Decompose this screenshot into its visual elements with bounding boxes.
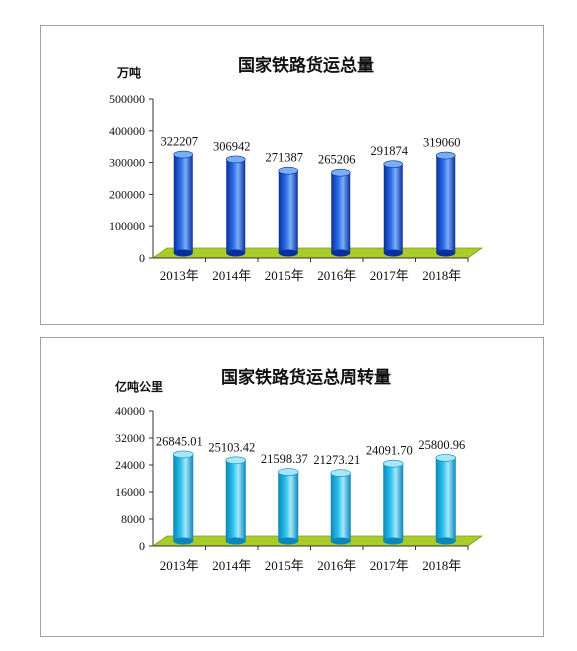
x-tick-label: 2016年 (317, 268, 356, 283)
bar-top-cap (435, 151, 456, 160)
chart-title: 国家铁路货运总周转量 (221, 367, 391, 388)
chart-panel-freight-turnover: 国家铁路货运总周转量 亿吨公里 0 8000 16000 24000 32000 4000… (40, 337, 544, 637)
bar-top-cap (225, 456, 247, 465)
x-tick-label: 2018年 (422, 268, 461, 283)
y-tick-label: 32000 (115, 431, 145, 445)
y-tick-label: 8000 (121, 512, 145, 526)
data-label: 319060 (423, 136, 461, 150)
bar-base (173, 537, 194, 545)
y-tick-label: 100000 (109, 219, 145, 233)
y-axis-unit: 万吨 (116, 65, 141, 80)
y-tick-label: 0 (139, 539, 145, 553)
bar (383, 463, 404, 541)
bar-top-cap (225, 155, 246, 164)
y-tick-label: 24000 (115, 458, 145, 472)
bar (331, 172, 351, 253)
bar-base (278, 537, 299, 545)
data-label: 21273.21 (313, 453, 360, 467)
freight-volume-chart: 国家铁路货运总量 万吨 0 100000 200000 300000 400000 500… (109, 55, 484, 283)
y-tick-label: 40000 (115, 404, 145, 418)
data-label: 265206 (318, 153, 356, 167)
bar-top-cap (383, 160, 404, 168)
data-label: 271387 (266, 151, 304, 165)
bar-top-cap (382, 459, 404, 468)
bar (330, 473, 351, 541)
bar (383, 164, 403, 253)
bar-top-cap (330, 168, 351, 177)
bar-top-cap (173, 150, 194, 159)
data-label: 306942 (213, 139, 251, 153)
chart-title: 国家铁路货运总量 (238, 55, 374, 76)
y-tick-label: 200000 (109, 187, 145, 201)
y-tick-label: 400000 (109, 124, 145, 138)
bar-base (330, 537, 351, 545)
bar (226, 159, 246, 253)
data-label: 25800.96 (418, 438, 465, 452)
y-axis-unit: 亿吨公里 (115, 379, 163, 394)
x-tick-label: 2013年 (160, 268, 199, 283)
x-tick-label: 2015年 (265, 268, 304, 283)
bar-top-cap (172, 450, 194, 459)
x-tick-label: 2014年 (212, 558, 251, 573)
data-label: 21598.37 (261, 452, 308, 466)
x-tick-label: 2015年 (265, 558, 304, 573)
bar-base (331, 249, 351, 257)
x-tick-label: 2014年 (212, 268, 251, 283)
chart-floor (151, 535, 484, 547)
bar-base (226, 249, 246, 257)
x-tick-label: 2016年 (317, 558, 356, 573)
bar-base (435, 537, 456, 545)
bar-base (383, 249, 403, 257)
bar (173, 154, 193, 253)
bar (173, 454, 194, 541)
freight-turnover-chart: 国家铁路货运总周转量 亿吨公里 0 8000 16000 24000 32000 4000… (115, 367, 484, 573)
chart-panel-freight-volume: 国家铁路货运总量 万吨 0 100000 200000 300000 400000 500… (40, 25, 544, 325)
bar (278, 472, 299, 541)
x-tick-label: 2018年 (422, 558, 461, 573)
bar-top-cap (277, 468, 299, 476)
x-tick-label: 2013年 (160, 558, 199, 573)
bar (225, 460, 246, 541)
data-label: 26845.01 (156, 434, 203, 448)
bar (435, 457, 456, 541)
x-tick-label: 2017年 (370, 268, 409, 283)
data-label: 25103.42 (208, 440, 255, 454)
data-label: 291874 (371, 144, 409, 158)
data-label: 24091.70 (366, 444, 413, 458)
data-label: 322207 (161, 135, 199, 149)
bar-base (436, 249, 456, 257)
bar-base (383, 537, 404, 545)
bar (278, 170, 298, 253)
y-tick-label: 500000 (109, 92, 145, 106)
bar-top-cap (330, 469, 352, 478)
x-tick-label: 2017年 (370, 558, 409, 573)
y-tick-label: 16000 (115, 485, 145, 499)
bar-base (173, 249, 193, 257)
bar (436, 155, 456, 253)
y-tick-label: 300000 (109, 156, 145, 170)
y-tick-label: 0 (139, 251, 145, 265)
bar-base (278, 249, 298, 257)
bar-top-cap (278, 166, 299, 175)
bar-base (225, 537, 246, 545)
chart-floor (151, 247, 484, 259)
bar-top-cap (435, 454, 457, 462)
